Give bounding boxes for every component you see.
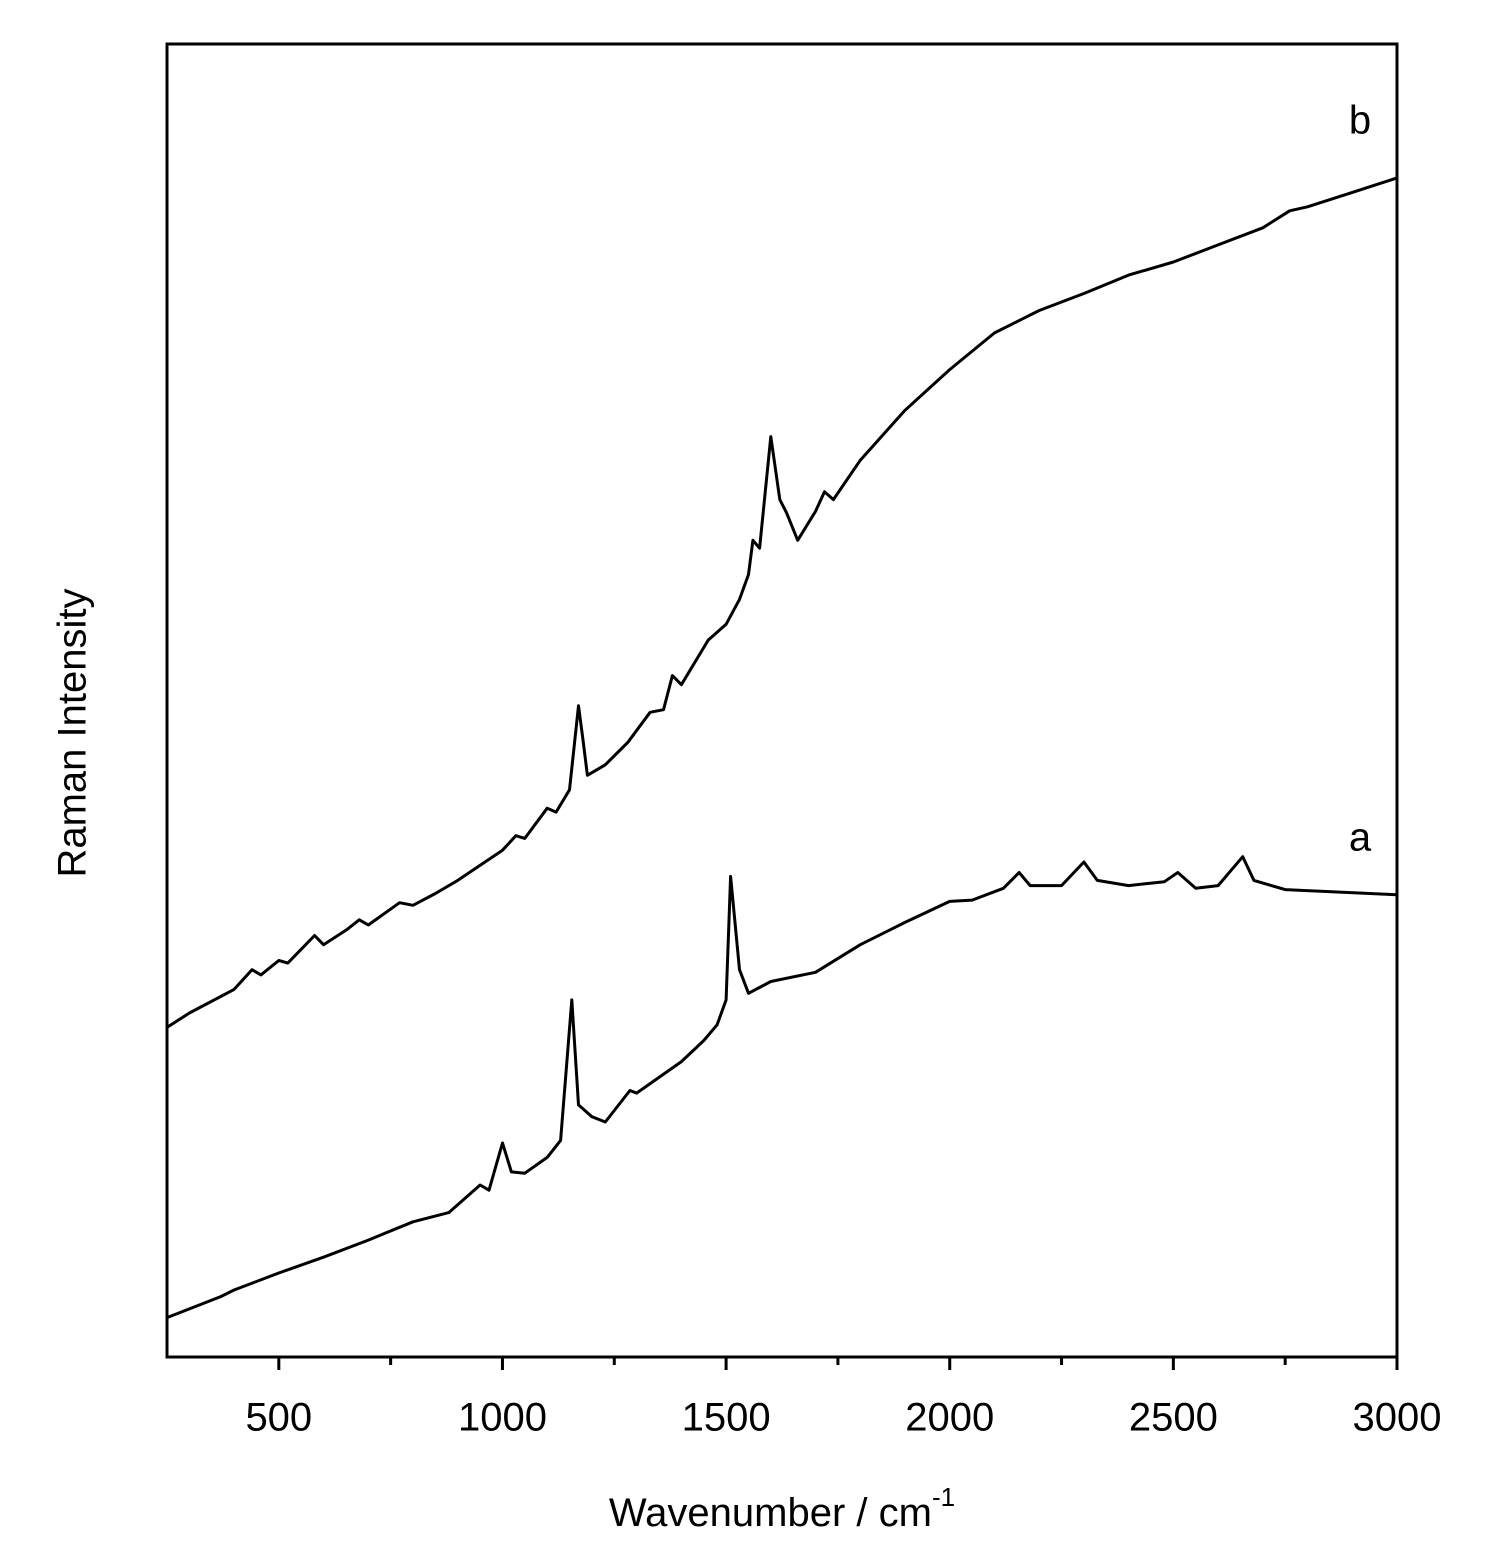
spectrum-line [166, 855, 1398, 1319]
y-axis-label: Raman Intensity [51, 588, 95, 877]
x-axis-label: Wavenumber / cm-1 [609, 1482, 955, 1535]
spectrum-line [166, 176, 1398, 1029]
x-tick-label: 2500 [1129, 1396, 1218, 1440]
x-tick-label: 1500 [682, 1396, 771, 1440]
x-axis-label-superscript: -1 [932, 1482, 955, 1512]
x-tick-label: 1000 [458, 1396, 547, 1440]
x-axis-label-text: Wavenumber / cm [609, 1491, 932, 1535]
x-tick-label: 2000 [905, 1396, 994, 1440]
plot-frame [165, 42, 1399, 1359]
series-label: b [1349, 98, 1371, 142]
series-label: a [1349, 815, 1372, 859]
x-tick-label: 3000 [1353, 1396, 1442, 1440]
x-tick-label: 500 [245, 1396, 312, 1440]
